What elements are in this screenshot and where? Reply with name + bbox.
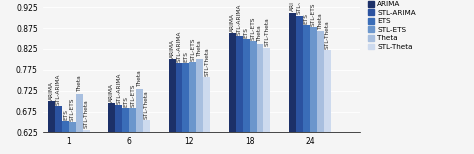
Text: ETS: ETS [123,96,128,107]
Bar [143,120,150,132]
Text: STL-ETS: STL-ETS [311,2,316,26]
Bar [243,39,250,132]
Text: ETS: ETS [244,27,249,38]
Text: ARIMA: ARIMA [49,81,54,100]
Text: ARIMA: ARIMA [290,0,295,11]
Text: ARIMA: ARIMA [109,83,114,102]
Bar [182,63,190,132]
Text: Theta: Theta [197,41,202,57]
Text: STL-Theta: STL-Theta [144,90,149,119]
Bar [55,106,62,132]
Bar [296,16,303,132]
Text: STL-ARIMA: STL-ARIMA [116,73,121,104]
Bar [203,77,210,132]
Bar [175,63,182,132]
Bar [69,122,76,132]
Text: STL-ARIMA: STL-ARIMA [237,4,242,35]
Text: Theta: Theta [257,26,263,42]
Text: STL-ARIMA: STL-ARIMA [56,73,61,105]
Text: STL-Theta: STL-Theta [204,47,209,76]
Bar [129,108,136,132]
Text: STL-ARIMA: STL-ARIMA [297,0,302,14]
Bar [317,31,324,132]
Text: STL-ETS: STL-ETS [251,17,255,40]
Bar [48,101,55,132]
Text: Theta: Theta [77,76,82,92]
Text: Theta: Theta [318,13,323,30]
Text: STL-ETS: STL-ETS [191,38,195,61]
Bar [303,25,310,132]
Legend: ARIMA, STL-ARIMA, ETS, STL-ETS, Theta, STL-Theta: ARIMA, STL-ARIMA, ETS, STL-ETS, Theta, S… [367,0,417,51]
Bar [136,89,143,132]
Bar [256,44,264,132]
Text: ETS: ETS [63,109,68,120]
Bar [289,13,296,132]
Text: ETS: ETS [183,51,189,61]
Text: STL-Theta: STL-Theta [325,20,329,49]
Bar [229,33,236,132]
Text: STL-Theta: STL-Theta [264,18,269,47]
Bar [250,41,256,132]
Bar [169,59,175,132]
Bar [115,105,122,132]
Text: STL-ARIMA: STL-ARIMA [176,30,182,61]
Text: ARIMA: ARIMA [230,13,235,32]
Text: STL-ETS: STL-ETS [70,97,75,121]
Bar [83,130,90,132]
Bar [264,48,270,132]
Text: ETS: ETS [304,12,309,24]
Text: Theta: Theta [137,71,142,87]
Bar [122,108,129,132]
Bar [109,103,115,132]
Text: ARIMA: ARIMA [170,39,174,58]
Bar [324,50,330,132]
Text: STL-Theta: STL-Theta [84,99,89,128]
Text: STL-ETS: STL-ETS [130,83,135,107]
Bar [62,121,69,132]
Bar [76,94,83,132]
Bar [190,62,196,132]
Bar [196,59,203,132]
Bar [310,27,317,132]
Bar [236,36,243,132]
